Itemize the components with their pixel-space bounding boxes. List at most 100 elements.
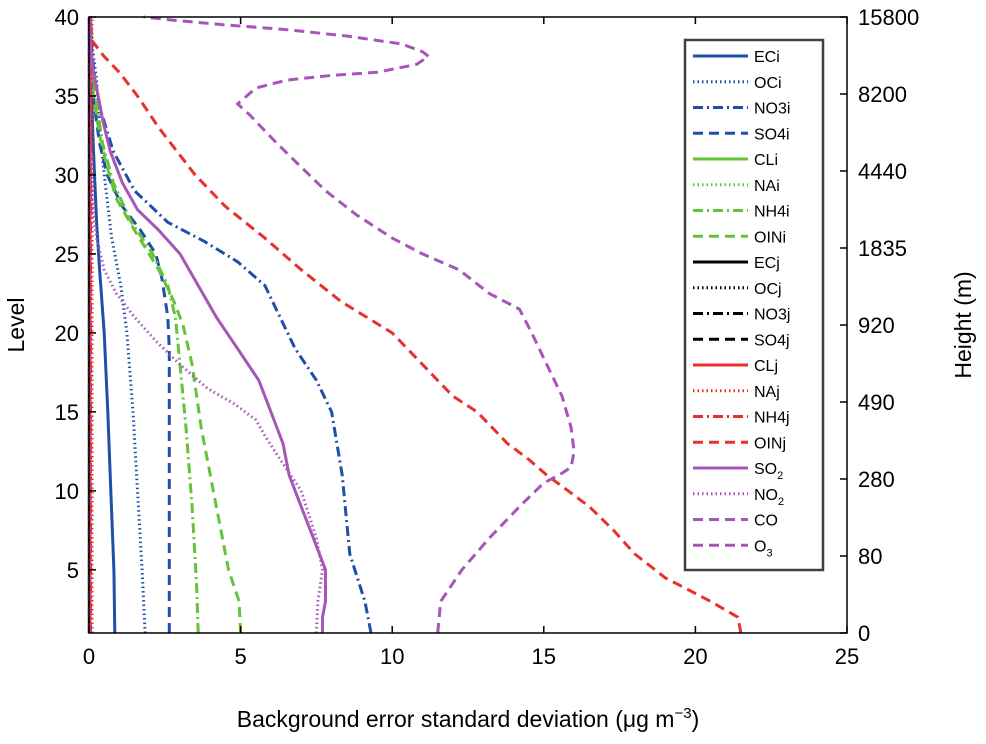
legend-label-text: NH4i — [754, 204, 790, 221]
legend-item: OINi — [693, 229, 786, 246]
y-right-tick-label: 4440 — [858, 159, 907, 184]
legend-label-subscript: 2 — [777, 470, 783, 482]
legend-label: OCi — [754, 75, 782, 92]
ticks-layer: 0 5 10 15 20 25 5 10 15 20 25 30 35 40 0 80 280 490 920 183… — [55, 5, 920, 669]
legend-label: CLi — [754, 152, 778, 169]
legend-item: NH4i — [693, 204, 790, 221]
x-tick-label: 10 — [380, 644, 404, 669]
legend-item: SO2 — [693, 461, 783, 482]
y-tick-label: 25 — [55, 242, 79, 267]
y-tick-label: 35 — [55, 84, 79, 109]
legend-label-text: NO3j — [754, 307, 790, 324]
x-tick-label: 25 — [835, 644, 859, 669]
legend-label-text: CLj — [754, 358, 778, 375]
y-right-tick-label: 1835 — [858, 236, 907, 261]
legend-label: OINi — [754, 229, 786, 246]
y-right-tick-label: 280 — [858, 467, 895, 492]
legend-label-text: NH4j — [754, 410, 790, 427]
legend-item: ECj — [693, 255, 780, 272]
legend-item: OCi — [693, 75, 782, 92]
legend-label-text: CO — [754, 513, 778, 530]
series-line-no2 — [87, 16, 324, 634]
legend-item: OINj — [693, 435, 786, 452]
legend-label-text: SO4j — [754, 332, 790, 349]
legend-label: ECi — [754, 49, 780, 66]
legend: ECi OCi NO3i SO4i CLi NAi NH4i OINi ECj OCj NO3j SO… — [683, 38, 825, 572]
legend-label: SO4j — [754, 332, 790, 349]
legend-label-text: OCi — [754, 75, 782, 92]
legend-label-text: ECj — [754, 255, 780, 272]
series-line-nh4i — [88, 16, 200, 634]
y-right-tick-label: 80 — [858, 544, 882, 569]
legend-label: NO2 — [754, 487, 784, 508]
legend-item: SO4i — [693, 126, 790, 143]
y-tick-label: 15 — [55, 400, 79, 425]
legend-item: NO2 — [693, 487, 784, 508]
x-tick-label: 20 — [683, 644, 707, 669]
legend-label-text: ECi — [754, 49, 780, 66]
legend-label: SO4i — [754, 126, 790, 143]
legend-label-text: OCj — [754, 281, 782, 298]
legend-label-text: NO — [754, 487, 778, 504]
legend-label-text: NO3i — [754, 101, 790, 118]
legend-label: NAj — [754, 384, 780, 401]
legend-item: ECi — [693, 49, 780, 66]
y-right-tick-label: 0 — [858, 621, 870, 646]
legend-label: CO — [754, 513, 778, 530]
legend-label: NAi — [754, 178, 780, 195]
series-line-oini — [88, 16, 243, 634]
legend-item: OCj — [693, 281, 782, 298]
x-axis-label: Background error standard deviation (μg … — [237, 705, 699, 732]
legend-label-text: NAi — [754, 178, 780, 195]
y-axis-label-left: Level — [3, 298, 29, 353]
legend-label-text: OINi — [754, 229, 786, 246]
legend-label-text: NAj — [754, 384, 780, 401]
x-tick-label: 15 — [532, 644, 556, 669]
legend-box — [683, 38, 825, 572]
legend-label: ECj — [754, 255, 780, 272]
legend-label: NH4i — [754, 204, 790, 221]
legend-item: NAj — [693, 384, 780, 401]
legend-label-text: CLi — [754, 152, 778, 169]
legend-label-text: SO4i — [754, 126, 790, 143]
y-tick-label: 20 — [55, 321, 79, 346]
legend-label: CLj — [754, 358, 778, 375]
legend-label: NO3j — [754, 307, 790, 324]
legend-label-text: SO — [754, 461, 777, 478]
legend-label-text: O — [754, 538, 766, 555]
legend-label-subscript: 3 — [766, 547, 772, 559]
legend-label: NO3i — [754, 101, 790, 118]
legend-label-subscript: 2 — [778, 496, 784, 508]
x-tick-label: 5 — [234, 644, 246, 669]
legend-item: NH4j — [693, 410, 790, 427]
legend-label: SO2 — [754, 461, 783, 482]
y-right-tick-label: 490 — [858, 390, 895, 415]
y-tick-label: 30 — [55, 163, 79, 188]
legend-item: CLi — [693, 152, 778, 169]
legend-items: ECi OCi NO3i SO4i CLi NAi NH4i OINi ECj OCj NO3j SO… — [693, 49, 790, 559]
series-line-no3i — [88, 16, 373, 634]
series-line-o3 — [143, 15, 576, 634]
y-tick-label: 5 — [67, 558, 79, 583]
y-right-tick-label: 8200 — [858, 82, 907, 107]
legend-item: O3 — [693, 538, 773, 559]
y-right-tick-label: 920 — [858, 313, 895, 338]
legend-item: SO4j — [693, 332, 790, 349]
legend-item: NO3i — [693, 101, 790, 118]
series-line-oinj — [88, 16, 743, 634]
legend-item: CLj — [693, 358, 778, 375]
legend-item: NO3j — [693, 307, 790, 324]
y-right-tick-label: 15800 — [858, 5, 919, 30]
x-tick-label: 0 — [83, 644, 95, 669]
legend-label: O3 — [754, 538, 773, 559]
legend-label: OCj — [754, 281, 782, 298]
legend-label-text: OINj — [754, 435, 786, 452]
series-line-so2 — [88, 16, 327, 633]
legend-label: NH4j — [754, 410, 790, 427]
legend-label: OINj — [754, 435, 786, 452]
y-tick-label: 40 — [55, 5, 79, 30]
y-tick-label: 10 — [55, 479, 79, 504]
legend-item: NAi — [693, 178, 780, 195]
legend-item: CO — [693, 513, 778, 530]
